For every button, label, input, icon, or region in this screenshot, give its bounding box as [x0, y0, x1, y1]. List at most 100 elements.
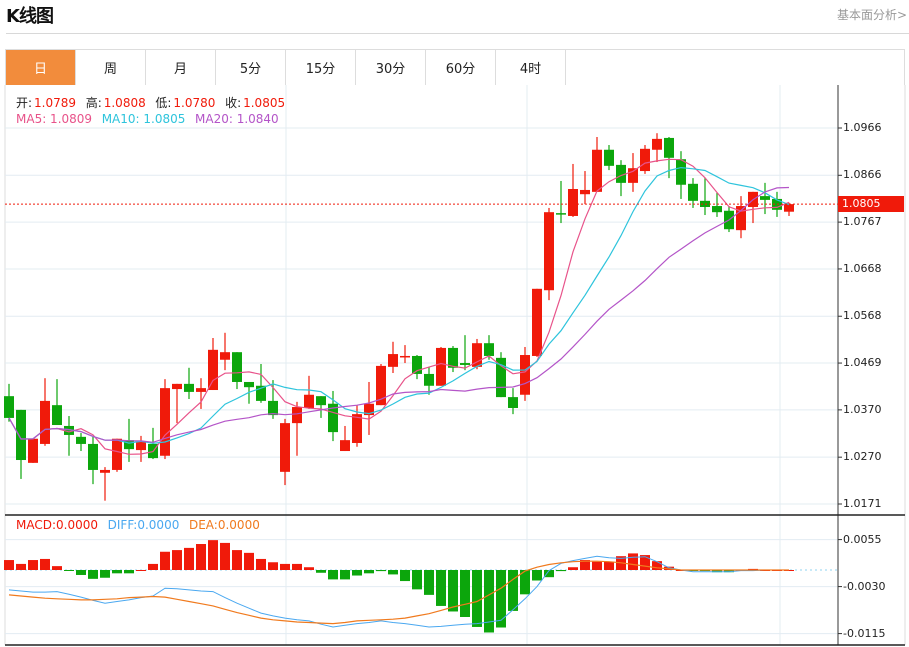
macd-bar	[436, 570, 446, 606]
macd-bar	[568, 567, 578, 570]
candle-up	[580, 189, 590, 195]
low-value: 1.0780	[173, 96, 216, 110]
macd-bar	[100, 570, 110, 578]
candle-up	[592, 149, 602, 192]
candle-down	[496, 357, 506, 398]
tab-month[interactable]: 月	[146, 50, 216, 85]
candle-up	[28, 438, 38, 463]
macd-axis-label: 0.0055	[843, 532, 882, 546]
ma-legend: MA5: 1.0809 MA10: 1.0805 MA20: 1.0840	[16, 112, 281, 126]
candle-up	[652, 138, 662, 150]
macd-bar	[304, 567, 314, 570]
candle-up	[364, 403, 374, 416]
macd-bar	[316, 570, 326, 573]
candle-up	[208, 349, 218, 391]
candle-down	[676, 159, 686, 185]
low-label: 低:	[155, 96, 172, 110]
candle-down	[16, 409, 26, 461]
candle-down	[268, 400, 278, 416]
candle-up	[304, 394, 314, 408]
macd-bar	[268, 562, 278, 570]
macd-bar	[76, 570, 86, 575]
open-label: 开:	[16, 96, 33, 110]
candle-up	[172, 383, 182, 390]
candle-up	[280, 423, 290, 472]
macd-bar	[256, 558, 266, 570]
macd-bar	[16, 563, 26, 570]
candle-up	[160, 388, 170, 456]
fundamental-analysis-link[interactable]: 基本面分析>	[836, 8, 907, 22]
macd-bar	[388, 570, 398, 575]
macd-bar	[364, 570, 374, 574]
candle-up	[436, 347, 446, 386]
tab-day[interactable]: 日	[6, 50, 76, 85]
macd-bar	[448, 570, 458, 612]
candle-up	[520, 355, 530, 395]
macd-bar	[40, 558, 50, 570]
price-axis-label: 1.0668	[843, 261, 882, 275]
candle-down	[76, 436, 86, 444]
candle-up	[784, 204, 794, 212]
candle-up	[400, 355, 410, 358]
macd-bar	[352, 570, 362, 576]
candle-down	[124, 440, 134, 450]
macd-bar	[652, 561, 662, 570]
tab-30min[interactable]: 30分	[356, 50, 426, 85]
macd-bar	[376, 570, 386, 572]
candle-down	[52, 405, 62, 426]
diff-line	[8, 555, 789, 628]
dea-value: DEA:0.0000	[188, 518, 260, 532]
candle-down	[316, 396, 326, 406]
tab-60min[interactable]: 60分	[426, 50, 496, 85]
candle-up	[628, 168, 638, 183]
candle-down	[688, 183, 698, 201]
macd-bar	[628, 553, 638, 570]
ma20-line	[8, 186, 790, 443]
ma10-line	[8, 166, 790, 444]
high-label: 高:	[85, 96, 102, 110]
macd-bar	[412, 570, 422, 590]
macd-bar	[712, 570, 722, 573]
macd-bar	[52, 566, 62, 570]
candle-up	[40, 400, 50, 444]
close-label: 收:	[225, 96, 242, 110]
candle-down	[484, 343, 494, 356]
tab-15min[interactable]: 15分	[286, 50, 356, 85]
tab-week[interactable]: 周	[76, 50, 146, 85]
close-value: 1.0805	[243, 96, 286, 110]
tab-4hour[interactable]: 4时	[496, 50, 566, 85]
macd-bar	[184, 547, 194, 570]
macd-bar	[724, 570, 734, 573]
macd-legend: MACD:0.0000 DIFF:0.0000 DEA:0.0000	[16, 518, 262, 532]
macd-bar	[64, 570, 74, 571]
candle-down	[256, 385, 266, 401]
candle-down	[424, 373, 434, 386]
candle-down	[448, 347, 458, 368]
macd-bar	[592, 561, 602, 570]
price-axis-label: 1.0270	[843, 450, 882, 464]
candle-up	[196, 388, 206, 392]
macd-bar	[640, 555, 650, 570]
candle-down	[712, 206, 722, 213]
candle-down	[616, 164, 626, 183]
macd-bar	[460, 570, 470, 617]
high-value: 1.0808	[103, 96, 146, 110]
ma10-value: MA10: 1.0805	[101, 112, 186, 126]
candle-up	[472, 343, 482, 367]
period-tabs: 日 周 月 5分 15分 30分 60分 4时	[5, 49, 905, 85]
candle-down	[4, 396, 14, 418]
candle-up	[340, 440, 350, 452]
macd-bar	[112, 570, 122, 574]
macd-bar	[544, 570, 554, 578]
macd-bar	[400, 570, 410, 582]
candle-down	[760, 196, 770, 200]
macd-bar	[340, 570, 350, 580]
macd-bar	[220, 542, 230, 570]
candle-up	[292, 407, 302, 424]
tab-5min[interactable]: 5分	[216, 50, 286, 85]
price-axis-label: 1.0966	[843, 121, 882, 134]
candle-down	[244, 381, 254, 388]
macd-bar	[472, 570, 482, 627]
candle-up	[388, 354, 398, 367]
